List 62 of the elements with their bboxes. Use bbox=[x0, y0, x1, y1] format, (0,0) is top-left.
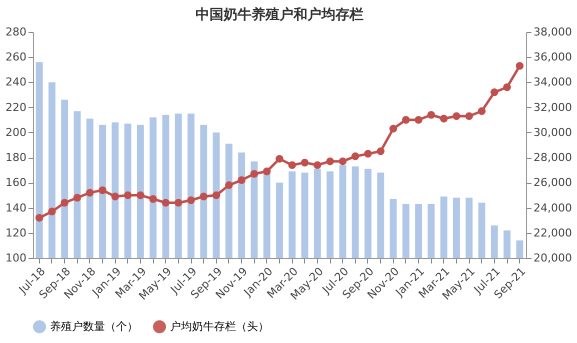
y-tick-label: 280 bbox=[6, 26, 26, 38]
legend-label: 户均奶牛存栏（头） bbox=[170, 320, 269, 333]
point bbox=[288, 161, 296, 169]
y2-tick-label: 28,000 bbox=[534, 151, 572, 164]
point bbox=[149, 195, 157, 203]
y-tick-label: 240 bbox=[6, 76, 26, 89]
y-tick-label: 160 bbox=[6, 176, 26, 190]
point bbox=[465, 112, 473, 120]
point bbox=[124, 191, 132, 200]
point bbox=[187, 196, 195, 204]
y2-tick-label: 26,000 bbox=[534, 176, 572, 190]
point bbox=[389, 124, 398, 133]
y2-tick-label: 24,000 bbox=[534, 201, 572, 214]
point bbox=[452, 112, 460, 120]
point bbox=[73, 194, 82, 202]
point bbox=[262, 168, 271, 176]
point bbox=[111, 192, 120, 200]
y2-tick-label: 36,000 bbox=[534, 50, 572, 64]
point bbox=[35, 214, 44, 222]
y2-tick-label: 32,000 bbox=[534, 100, 572, 114]
y-tick-label: 180 bbox=[6, 151, 26, 164]
point bbox=[427, 111, 436, 119]
y-tick-label: 100 bbox=[6, 252, 26, 264]
y-tick-label: 200 bbox=[6, 126, 26, 139]
point bbox=[338, 157, 347, 166]
point bbox=[376, 147, 384, 156]
point bbox=[48, 208, 56, 216]
point bbox=[351, 152, 360, 160]
point bbox=[174, 198, 182, 207]
point bbox=[490, 88, 498, 96]
point bbox=[478, 107, 486, 115]
y-tick-label: 220 bbox=[6, 100, 26, 114]
y2-tick-label: 20,000 bbox=[534, 252, 572, 264]
y-tick-label: 260 bbox=[6, 50, 26, 64]
point bbox=[60, 198, 68, 207]
point bbox=[200, 192, 208, 200]
point bbox=[503, 83, 511, 92]
point bbox=[276, 154, 284, 163]
point bbox=[402, 116, 410, 124]
chart-title: 中国奶牛养殖户和户均存栏 bbox=[196, 6, 364, 23]
point bbox=[440, 114, 448, 122]
point bbox=[238, 176, 246, 184]
y2-tick-label: 22,000 bbox=[534, 226, 572, 240]
point bbox=[414, 116, 422, 124]
point bbox=[364, 150, 372, 158]
point bbox=[136, 191, 144, 200]
point bbox=[225, 181, 233, 190]
y2-tick-label: 38,000 bbox=[534, 26, 572, 38]
point bbox=[212, 191, 220, 200]
point bbox=[516, 62, 524, 70]
point bbox=[300, 158, 309, 166]
y2-tick-label: 34,000 bbox=[534, 76, 572, 89]
point bbox=[162, 198, 170, 207]
point bbox=[314, 161, 322, 169]
legend-label: 养殖户数量（个） bbox=[50, 320, 138, 333]
y2-tick-label: 30,000 bbox=[534, 126, 572, 139]
point bbox=[98, 186, 106, 194]
y-tick-label: 120 bbox=[6, 226, 26, 240]
point bbox=[326, 157, 334, 166]
point bbox=[250, 170, 258, 178]
y-tick-label: 140 bbox=[6, 201, 26, 214]
point bbox=[86, 188, 94, 197]
